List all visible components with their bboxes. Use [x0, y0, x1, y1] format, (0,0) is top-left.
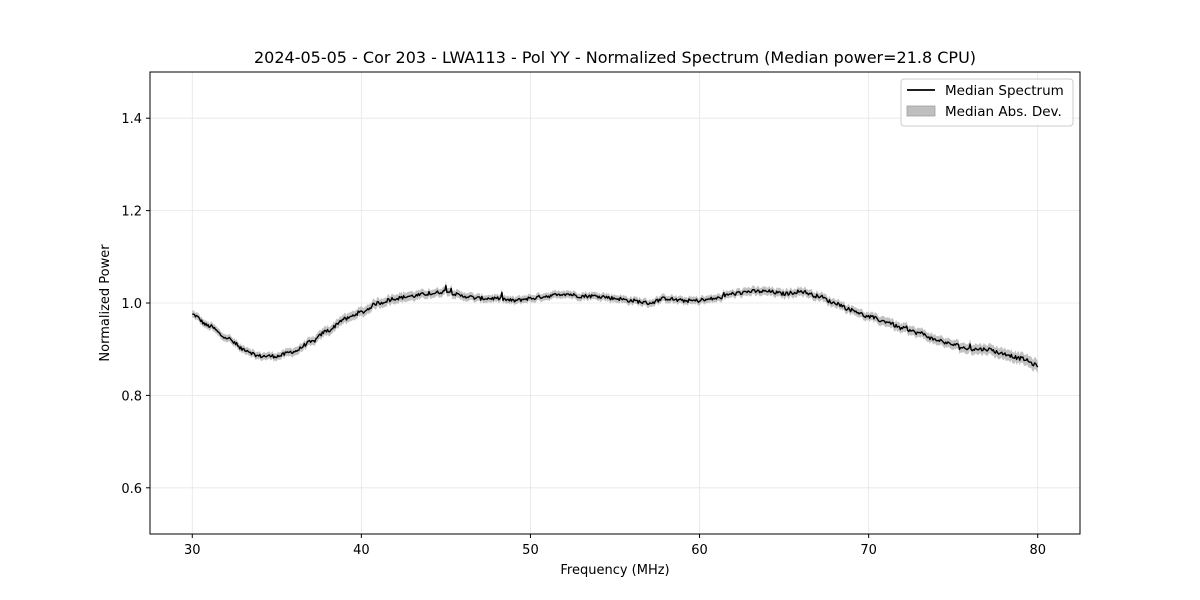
- mad-band: [192, 281, 1038, 374]
- y-axis-label: Normalized Power: [98, 244, 113, 362]
- x-axis-ticks: 30 40 50 60 70 80: [184, 534, 1046, 558]
- x-tick-label: 60: [691, 543, 708, 558]
- legend-label-median-spectrum: Median Spectrum: [945, 83, 1064, 99]
- legend-label-median-abs-dev: Median Abs. Dev.: [945, 104, 1062, 120]
- x-tick-label: 50: [522, 543, 539, 558]
- mad-band-group: [192, 281, 1038, 374]
- y-tick-label: 0.6: [121, 482, 142, 497]
- spectrum-line-group: [192, 284, 1039, 368]
- legend-band-swatch: [906, 105, 936, 117]
- y-tick-label: 1.2: [121, 205, 142, 220]
- x-tick-label: 40: [353, 543, 370, 558]
- legend: Median Spectrum Median Abs. Dev.: [900, 78, 1074, 127]
- y-tick-label: 1.0: [121, 297, 142, 312]
- y-axis-ticks: 0.6 0.8 1.0 1.2 1.4: [121, 112, 150, 497]
- y-tick-label: 0.8: [121, 389, 142, 404]
- x-tick-label: 70: [860, 543, 877, 558]
- chart-title: 2024-05-05 - Cor 203 - LWA113 - Pol YY -…: [254, 48, 976, 67]
- y-tick-label: 1.4: [121, 112, 142, 127]
- x-axis-label: Frequency (MHz): [560, 563, 669, 578]
- x-tick-label: 80: [1029, 543, 1046, 558]
- legend-box: [900, 78, 1074, 127]
- x-tick-label: 30: [184, 543, 201, 558]
- median-spectrum-line: [192, 284, 1039, 368]
